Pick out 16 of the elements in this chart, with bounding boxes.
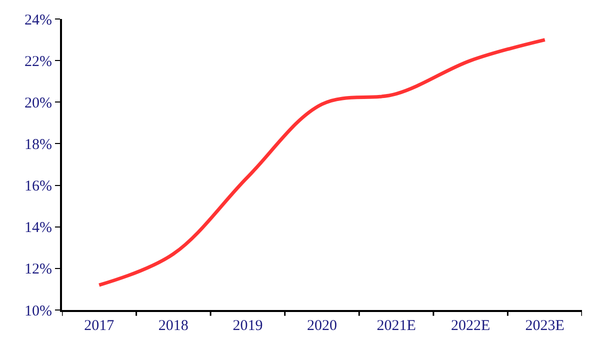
- y-tick-label: 22%: [24, 54, 52, 70]
- line-series: [97, 38, 547, 287]
- y-tick-label: 18%: [24, 136, 52, 153]
- y-tick-label: 20%: [24, 95, 52, 112]
- x-tick-label: 2020: [307, 318, 337, 334]
- y-tick-label: 16%: [24, 178, 52, 195]
- y-tick-label: 24%: [24, 12, 52, 28]
- x-tick-label: 2023E: [525, 318, 564, 334]
- x-tick-label: 2022E: [450, 318, 490, 334]
- x-tick-label: 2018: [158, 318, 188, 334]
- x-tick-label: 2021E: [376, 318, 416, 334]
- x-tick-label: 2017: [84, 318, 115, 334]
- x-tick-label: 2019: [232, 318, 263, 334]
- y-tick-label: 12%: [24, 262, 52, 278]
- y-tick-label: 10%: [24, 303, 52, 320]
- y-tick-label: 14%: [24, 220, 52, 236]
